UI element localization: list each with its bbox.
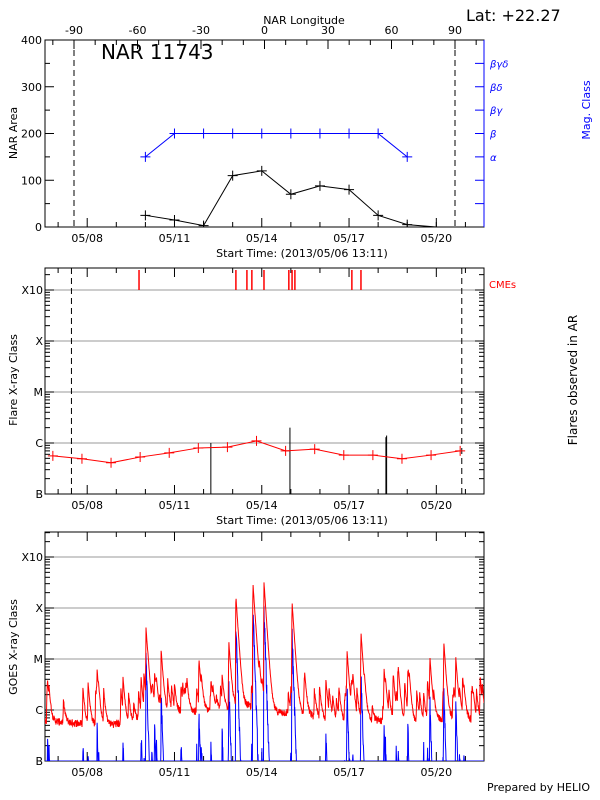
- footer-credit: Prepared by HELIO: [487, 781, 590, 794]
- mag-class-y-label: Mag. Class: [580, 80, 593, 139]
- daily-flux-point: [396, 453, 407, 464]
- goes-short-channel-line: [45, 605, 484, 761]
- mag-class-point: [198, 128, 209, 139]
- x-tick-label: 05/20: [420, 232, 452, 245]
- longitude-tick-label: 90: [448, 24, 462, 37]
- area-point: [198, 220, 209, 227]
- flare-y-label: Flare X-ray Class: [7, 334, 20, 426]
- longitude-tick-label: 30: [321, 24, 335, 37]
- y-tick-label: 200: [21, 128, 42, 141]
- daily-flux-point: [309, 444, 320, 455]
- panel3-series: [45, 582, 484, 761]
- latitude-label: Lat: +22.27: [466, 6, 561, 25]
- panel2-frame: [44, 267, 485, 495]
- mag-class-point: [344, 128, 355, 139]
- area-point: [140, 210, 151, 221]
- y-tick-label: X: [35, 335, 43, 348]
- area-point: [169, 214, 180, 225]
- y-tick-label: C: [35, 437, 43, 450]
- daily-flux-point: [76, 453, 87, 464]
- y-tick-label: X10: [21, 284, 43, 297]
- y-tick-label: M: [34, 386, 44, 399]
- mag-class-point: [140, 151, 151, 162]
- x-tick-label: 05/11: [159, 499, 191, 512]
- mag-class-point: [373, 128, 384, 139]
- x-tick-label: 05/17: [333, 232, 365, 245]
- longitude-tick-label: -90: [65, 24, 83, 37]
- x-tick-label: 05/11: [159, 766, 191, 779]
- goes-y-label: GOES X-ray Class: [7, 599, 20, 695]
- area-point: [256, 165, 267, 176]
- longitude-tick-label: -30: [192, 24, 210, 37]
- x-tick-label: 05/08: [71, 499, 103, 512]
- longitude-tick-label: 60: [385, 24, 399, 37]
- x-tick-label: 05/14: [246, 766, 278, 779]
- top-axis-label: NAR Longitude: [263, 14, 345, 27]
- mag-class-point: [169, 128, 180, 139]
- mag-class-point: [314, 128, 325, 139]
- y-tick-label: 400: [21, 34, 42, 47]
- daily-flux-point: [106, 457, 117, 468]
- daily-flux-point: [193, 442, 204, 453]
- daily-flux-point: [135, 452, 146, 463]
- area-point: [431, 222, 442, 227]
- area-point: [227, 170, 238, 181]
- daily-flux-point: [251, 435, 262, 446]
- mag-class-point: [256, 128, 267, 139]
- daily-flux-point: [338, 450, 349, 461]
- mag-class-point: [285, 128, 296, 139]
- x-tick-label: 05/08: [71, 232, 103, 245]
- x-tick-label: 05/20: [420, 499, 452, 512]
- flares-observed-label: Flares observed in AR: [566, 315, 580, 445]
- y-tick-label: M: [34, 653, 44, 666]
- x-tick-label: 05/11: [159, 232, 191, 245]
- y-tick-label: 300: [21, 81, 42, 94]
- chart-title: NAR 11743: [101, 40, 214, 64]
- y-tick-label: B: [35, 488, 43, 501]
- area-point: [314, 180, 325, 191]
- daily-flux-point: [426, 450, 437, 461]
- x-tick-label: 05/17: [333, 766, 365, 779]
- mag-class-tick-label: βδ: [489, 83, 503, 94]
- y-tick-label: B: [35, 755, 43, 768]
- mag-class-tick-label: α: [490, 153, 497, 164]
- daily-flux-point: [280, 445, 291, 456]
- y-tick-label: X10: [21, 551, 43, 564]
- y-tick-label: X: [35, 602, 43, 615]
- area-y-label: NAR Area: [7, 107, 20, 159]
- area-point: [402, 219, 413, 227]
- mag-class-point: [402, 151, 413, 162]
- panel3-frame: [44, 531, 485, 762]
- panel2-series: [47, 268, 466, 494]
- mag-class-tick-label: β: [489, 130, 497, 141]
- y-tick-label: 0: [35, 221, 42, 234]
- y-tick-label: C: [35, 704, 43, 717]
- goes-long-channel-line: [45, 582, 484, 728]
- daily-flux-point: [222, 442, 233, 453]
- longitude-tick-label: 0: [261, 24, 268, 37]
- daily-flux-point: [367, 450, 378, 461]
- x-tick-label: 05/14: [246, 499, 278, 512]
- x-tick-label: 05/20: [420, 766, 452, 779]
- cme-label: CMEs: [489, 280, 516, 291]
- x-tick-label: 05/17: [333, 499, 365, 512]
- mag-class-line: [145, 133, 408, 158]
- daily-flux-point: [47, 450, 58, 461]
- x-tick-label: 05/14: [246, 232, 278, 245]
- panel1-series: [140, 128, 442, 227]
- daily-flux-point: [164, 447, 175, 458]
- panel1-x-label: Start Time: (2013/05/06 13:11): [216, 247, 388, 260]
- longitude-tick-label: -60: [129, 24, 147, 37]
- x-tick-label: 05/08: [71, 766, 103, 779]
- area-point: [373, 210, 384, 221]
- y-tick-label: 100: [21, 174, 42, 187]
- mag-class-tick-label: βγδ: [489, 59, 508, 70]
- mag-class-point: [227, 128, 238, 139]
- area-point: [344, 184, 355, 195]
- daily-flux-point: [455, 445, 466, 456]
- panel2-x-label: Start Time: (2013/05/06 13:11): [216, 514, 388, 527]
- mag-class-tick-label: βγ: [489, 106, 503, 117]
- area-point: [285, 189, 296, 200]
